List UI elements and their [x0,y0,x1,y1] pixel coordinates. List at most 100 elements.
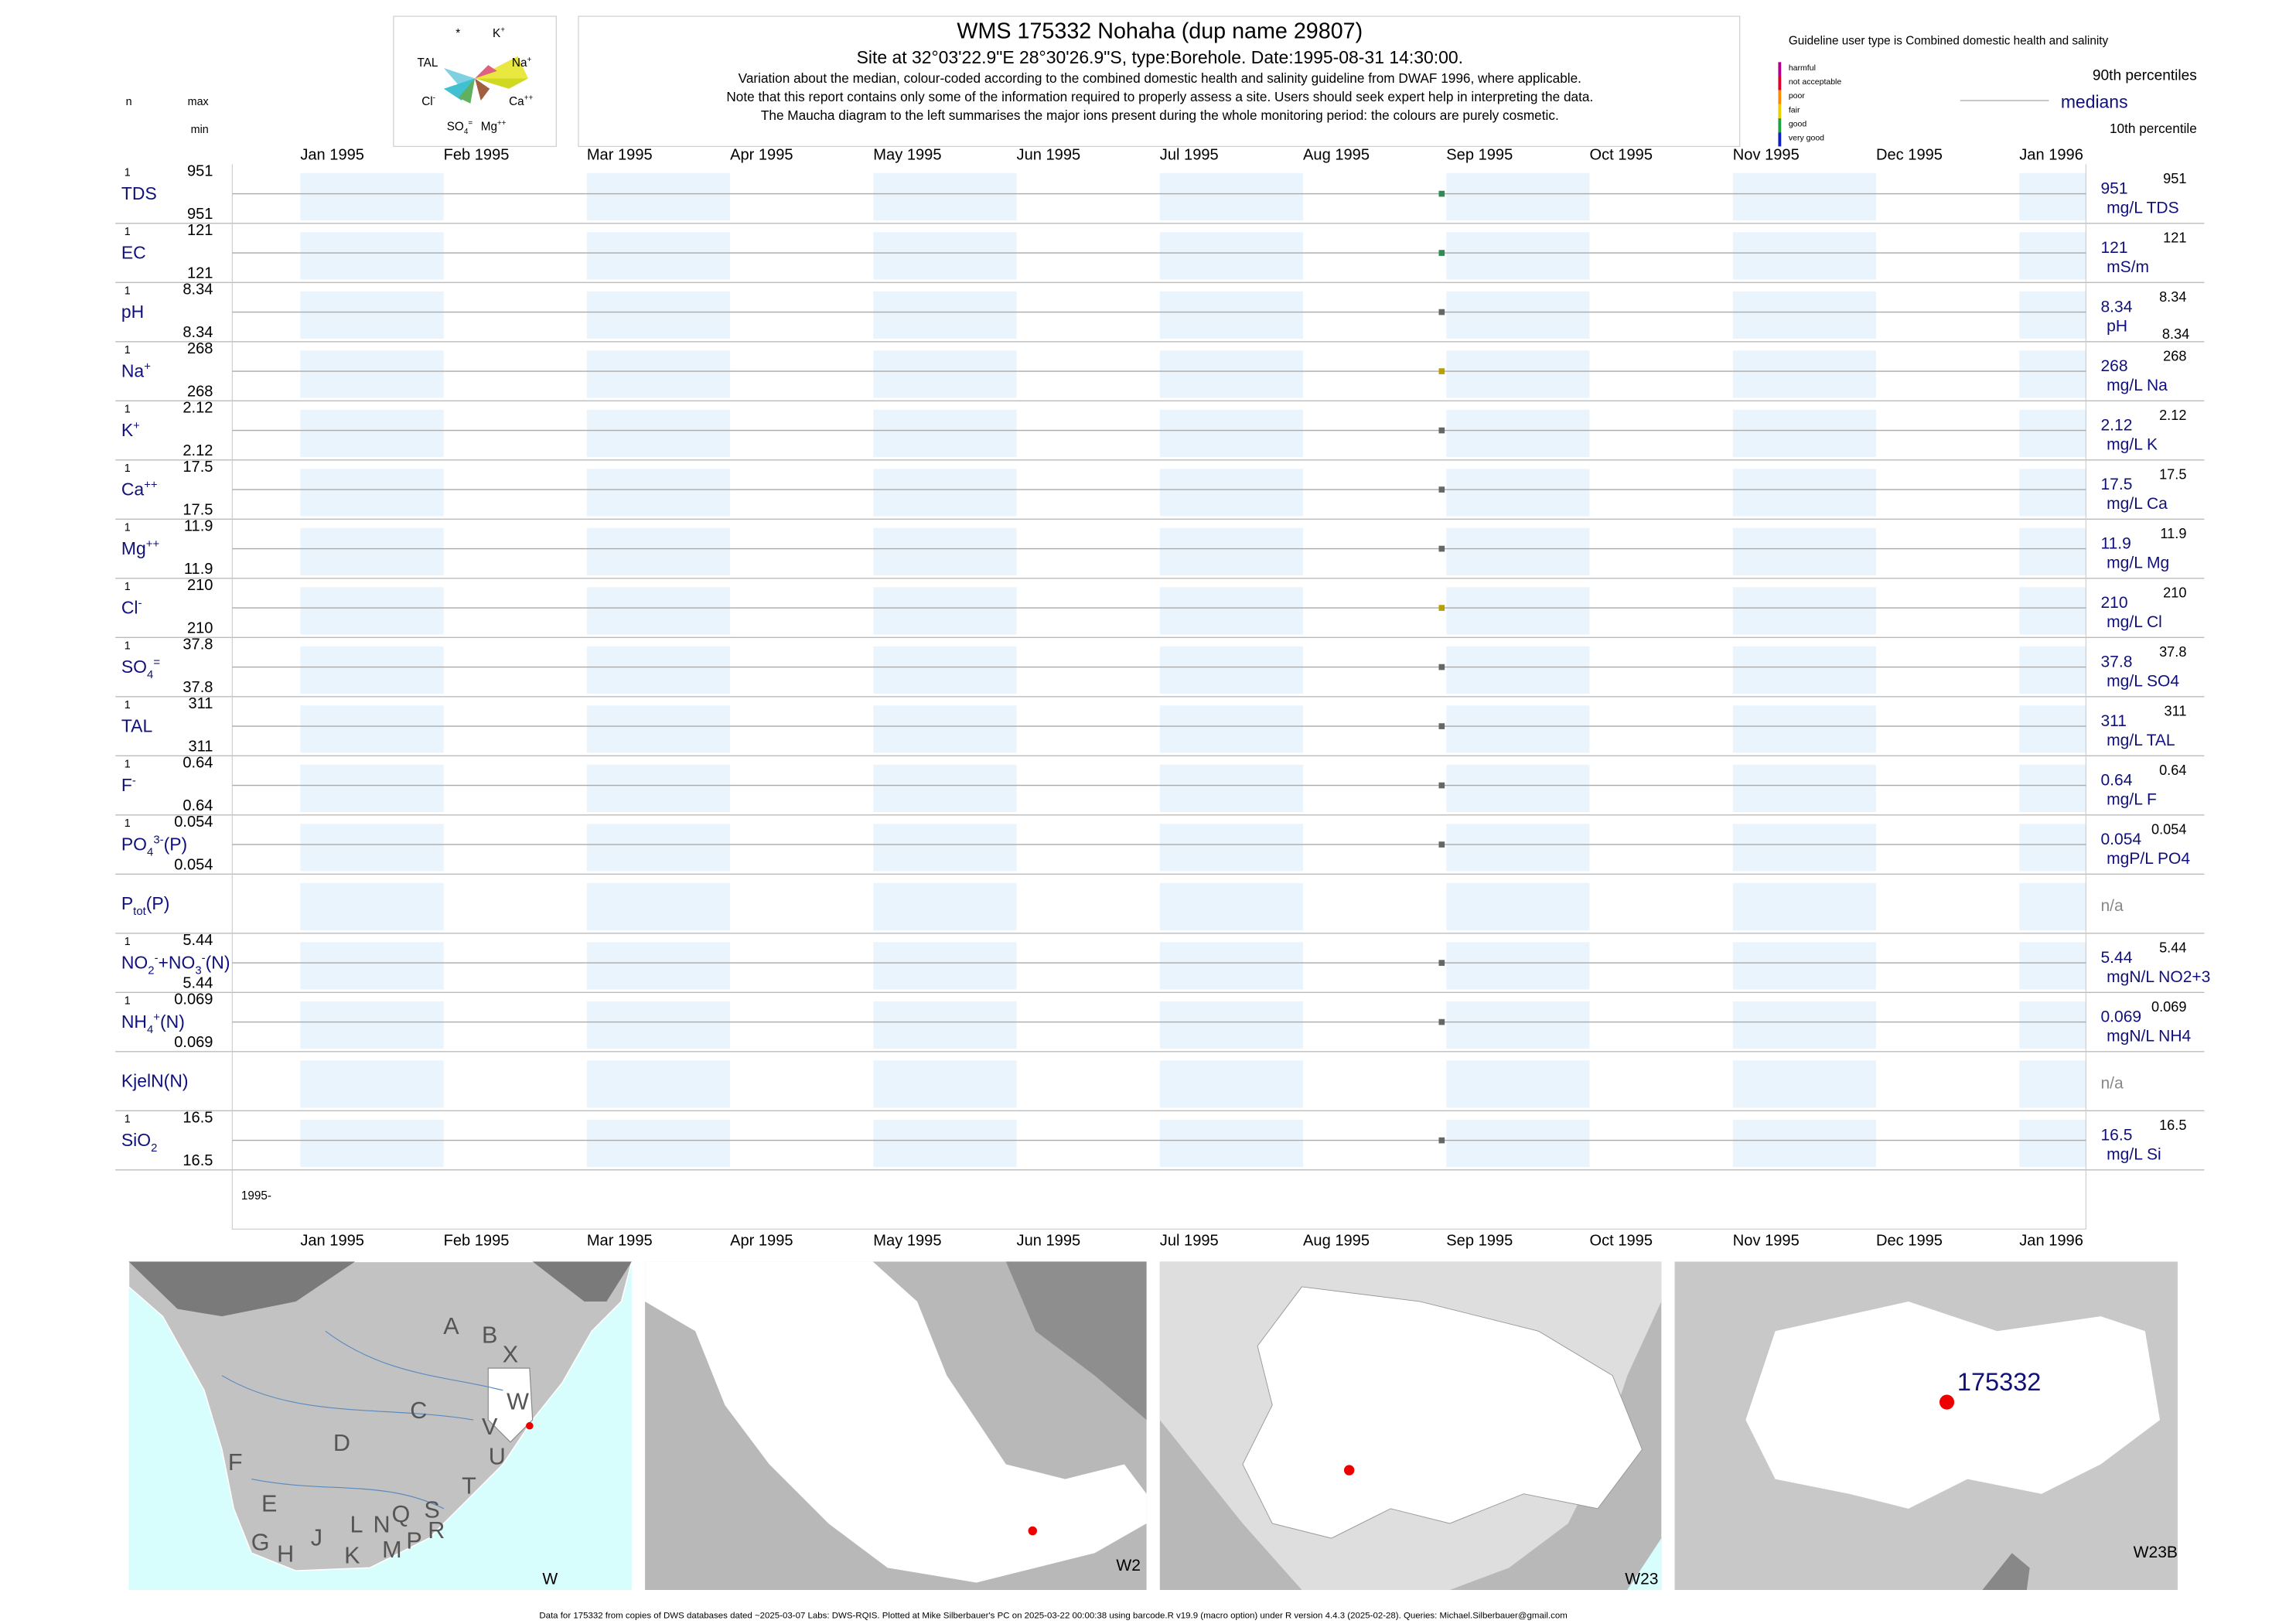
row-median: 2.12 [2100,417,2132,435]
row-median: 5.44 [2100,949,2132,967]
month-band [1446,587,1590,635]
region-w [487,1367,534,1443]
row-unit: mgN/L NO2+3 [2107,968,2210,986]
month-label-top: Nov 1995 [1733,147,1800,164]
month-band [2019,350,2086,398]
site-dot [1028,1526,1038,1536]
row-label: Mg++ [121,538,159,558]
month-band [300,409,444,457]
row-max: 5.44 [183,932,213,949]
row-n: 1 [125,759,131,771]
catchment [1242,1286,1643,1539]
month-band [873,172,1017,220]
month-band [873,1119,1017,1168]
month-band [586,646,731,694]
month-label-bottom: Jul 1995 [1160,1232,1219,1249]
month-band [1732,409,1877,457]
data-point [1438,841,1445,848]
label-part: Cl [121,598,138,618]
label-part: - [433,94,435,103]
site: Site at 32°03'22.9"E 28°30'26.9"S, type:… [857,47,1294,67]
year-box [231,1169,2086,1230]
row-n: 1 [125,462,131,475]
label-part: SiO [121,1130,151,1150]
month-label-top: Oct 1995 [1590,147,1653,164]
month-band [1446,291,1590,339]
rivers [221,1330,503,1510]
month-band [2019,764,2086,812]
region-letter: U [489,1443,506,1469]
row-median: 210 [2100,594,2127,612]
row-min: 311 [188,739,213,756]
region-letter: W [507,1389,529,1415]
label-part: KjelN(N) [121,1071,189,1091]
month-band [873,1001,1017,1049]
label-part: Na [512,56,527,70]
row-min: 8.34 [183,324,213,341]
row-median: 0.069 [2100,1008,2141,1026]
row-label: TDS [121,183,157,203]
month-band [586,764,731,812]
label-part: pH [121,302,144,322]
maucha-segment [475,78,490,101]
label-part: P [121,893,133,913]
row-min: 210 [187,620,213,637]
month-band [2019,646,2086,694]
label-part: + [153,1012,160,1024]
label-part: K [493,27,501,40]
region-letter: F [228,1449,243,1476]
month-band [1732,587,1877,635]
label-part: PO [121,834,147,855]
month-band [1732,646,1877,694]
month-band [300,350,444,398]
data-point [1438,664,1445,670]
month-band [586,469,731,517]
month-band [1732,291,1877,339]
row-min: 0.069 [174,1034,213,1051]
month-label-bottom: Mar 1995 [587,1232,653,1249]
row-p90: 210 [2163,585,2186,601]
month-band [1446,882,1590,931]
maucha-label: * [455,27,460,40]
month-band [1732,350,1877,398]
map-w2 [645,1261,1147,1591]
site-dot [526,1421,534,1430]
month-band [300,882,444,931]
region-letter: V [482,1414,498,1440]
row-median: 0.64 [2100,772,2132,790]
month-band [1159,824,1304,872]
legend-swatch [1778,104,1782,119]
row-median: 311 [2100,712,2127,730]
month-band [1732,882,1877,931]
label-part: 4 [147,1024,153,1036]
row-min: 0.64 [183,797,213,814]
legend-class: poor [1789,91,1806,101]
data-point [1438,782,1445,789]
row-label: TAL [121,716,152,736]
month-band [1159,646,1304,694]
month-band [1446,1119,1590,1168]
label-part: (P) [164,834,188,855]
label-part: NO [121,953,148,973]
legend-class: very good [1789,134,1824,143]
row-unit: mg/L Cl [2107,613,2162,631]
data-point [1438,1018,1445,1025]
month-band [1446,409,1590,457]
month-band [1446,942,1590,990]
row-max: 0.069 [174,991,213,1008]
label-part: = [153,657,160,669]
month-band [300,469,444,517]
legend-class: not acceptable [1789,77,1842,87]
month-label-top: Jul 1995 [1160,147,1219,164]
label-part: Ca [121,479,145,500]
note: The Maucha diagram to the left summarise… [761,107,1559,123]
month-band [1159,1060,1304,1108]
month-band [1446,232,1590,280]
column-min: min [191,124,209,136]
time: 14:30:00. [1384,47,1463,67]
region-letter: G [251,1529,270,1555]
legend-swatch [1778,90,1782,104]
month-band [1446,527,1590,575]
label-part: K [121,420,134,440]
month-band [1159,350,1304,398]
